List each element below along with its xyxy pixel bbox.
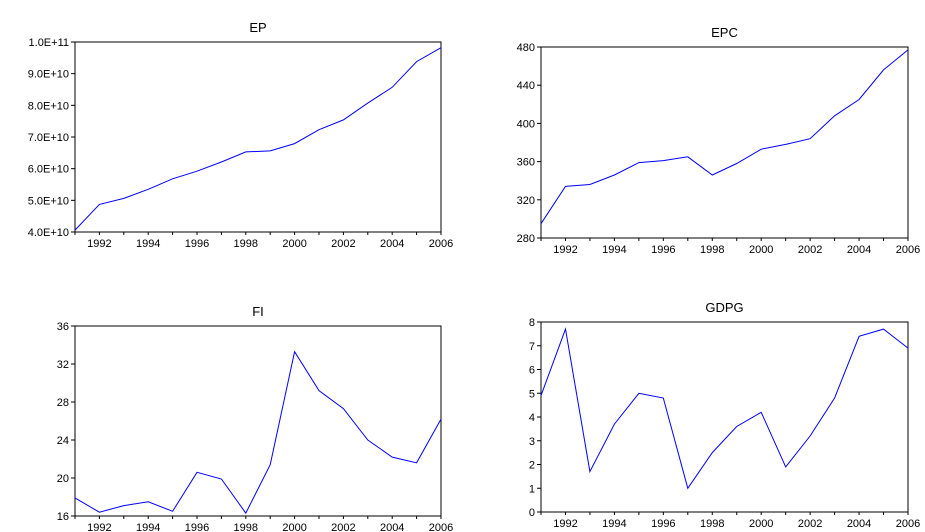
chart-panel: GDPG 0 1 2 3 4 5 6 7 8 1992 1994 1996 1998 2000 2002 200… bbox=[529, 300, 920, 530]
x-tick-label: 1996 bbox=[651, 518, 675, 530]
y-tick-label: 480 bbox=[517, 42, 535, 54]
x-tick-label: 2002 bbox=[798, 244, 822, 256]
y-tick-label: 8 bbox=[529, 317, 535, 329]
x-tick-label: 2000 bbox=[282, 238, 306, 250]
y-tick-label: 3 bbox=[529, 436, 535, 448]
y-tick-label: 0 bbox=[529, 507, 535, 519]
x-tick-label: 1998 bbox=[700, 518, 724, 530]
x-tick-label: 1994 bbox=[602, 244, 626, 256]
chart-title: EPC bbox=[711, 25, 738, 40]
y-tick-label: 32 bbox=[57, 359, 69, 371]
chart-panel: EPC 280 320 360 400 440 480 1992 1994 1996 1998 200… bbox=[517, 25, 921, 256]
plot-frame bbox=[74, 41, 442, 233]
y-tick-label: 6.0E+10 bbox=[28, 164, 69, 176]
x-tick-label: 1996 bbox=[185, 522, 209, 532]
chart-panel: FI 16 20 24 28 32 36 1992 1994 1996 1998 2000 2002 20… bbox=[57, 304, 453, 532]
chart-title: EP bbox=[249, 20, 266, 35]
x-tick-label: 2006 bbox=[429, 522, 453, 532]
y-tick-label: 7 bbox=[529, 341, 535, 353]
plot-frame bbox=[74, 325, 442, 517]
y-tick-label: 4.0E+10 bbox=[28, 227, 69, 239]
x-tick-label: 1998 bbox=[700, 244, 724, 256]
series-line bbox=[74, 47, 442, 231]
x-tick-label: 2000 bbox=[282, 522, 306, 532]
y-tick-label: 24 bbox=[57, 435, 69, 447]
x-tick-label: 2004 bbox=[380, 238, 404, 250]
x-tick-label: 1996 bbox=[651, 244, 675, 256]
x-tick-label: 1992 bbox=[553, 518, 577, 530]
x-tick-label: 1994 bbox=[602, 518, 626, 530]
x-tick-label: 1996 bbox=[185, 238, 209, 250]
series-line bbox=[540, 49, 909, 224]
x-tick-label: 2002 bbox=[798, 518, 822, 530]
series-line bbox=[74, 350, 442, 515]
y-tick-label: 5 bbox=[529, 388, 535, 400]
x-tick-label: 2000 bbox=[749, 518, 773, 530]
x-tick-label: 1992 bbox=[87, 238, 111, 250]
y-tick-label: 8.0E+10 bbox=[28, 100, 69, 112]
x-tick-label: 1994 bbox=[136, 238, 160, 250]
x-tick-label: 2006 bbox=[896, 518, 920, 530]
x-tick-label: 1992 bbox=[87, 522, 111, 532]
x-tick-label: 1998 bbox=[234, 522, 258, 532]
x-tick-label: 2004 bbox=[847, 518, 871, 530]
y-tick-label: 5.0E+10 bbox=[28, 195, 69, 207]
plot-frame bbox=[540, 46, 909, 239]
y-tick-label: 6 bbox=[529, 365, 535, 377]
series-line bbox=[540, 327, 909, 490]
y-tick-label: 280 bbox=[517, 233, 535, 245]
y-tick-label: 7.0E+10 bbox=[28, 132, 69, 144]
x-tick-label: 1992 bbox=[553, 244, 577, 256]
y-tick-label: 360 bbox=[517, 157, 535, 169]
chart-title: FI bbox=[252, 304, 264, 319]
x-tick-label: 2002 bbox=[331, 522, 355, 532]
x-tick-label: 2006 bbox=[896, 244, 920, 256]
x-tick-label: 2000 bbox=[749, 244, 773, 256]
chart-title: GDPG bbox=[705, 300, 743, 315]
y-tick-label: 16 bbox=[57, 511, 69, 523]
y-tick-label: 28 bbox=[57, 397, 69, 409]
y-tick-label: 4 bbox=[529, 412, 535, 424]
y-tick-label: 320 bbox=[517, 195, 535, 207]
y-tick-label: 1.0E+11 bbox=[29, 37, 69, 49]
y-tick-label: 400 bbox=[517, 118, 535, 130]
x-tick-label: 1994 bbox=[136, 522, 160, 532]
y-tick-label: 440 bbox=[517, 80, 535, 92]
y-tick-label: 36 bbox=[57, 321, 69, 333]
chart-panel: EP 4.0E+10 5.0E+10 6.0E+10 7.0E+10 8.0E+10 9.0… bbox=[28, 20, 454, 250]
y-tick-label: 2 bbox=[529, 460, 535, 472]
x-tick-label: 2004 bbox=[847, 244, 871, 256]
x-tick-label: 1998 bbox=[234, 238, 258, 250]
x-tick-label: 2006 bbox=[429, 238, 453, 250]
y-tick-label: 1 bbox=[529, 483, 535, 495]
x-tick-label: 2002 bbox=[331, 238, 355, 250]
y-tick-label: 9.0E+10 bbox=[28, 69, 69, 81]
x-tick-label: 2004 bbox=[380, 522, 404, 532]
y-tick-label: 20 bbox=[57, 473, 69, 485]
